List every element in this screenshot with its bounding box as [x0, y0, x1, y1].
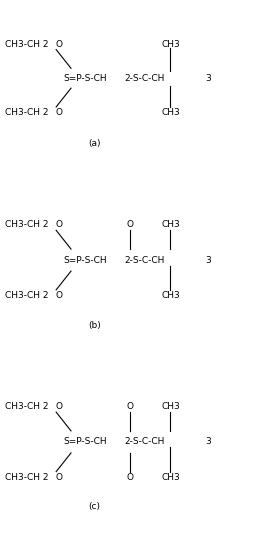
- Text: 3: 3: [206, 74, 211, 83]
- Text: CH3-CH 2: CH3-CH 2: [5, 291, 49, 300]
- Text: CH3: CH3: [162, 291, 181, 300]
- Text: CH3-CH 2: CH3-CH 2: [5, 40, 49, 48]
- Text: CH3: CH3: [162, 40, 181, 48]
- Text: CH3: CH3: [162, 473, 181, 482]
- Text: 2-S-C-CH: 2-S-C-CH: [124, 437, 165, 446]
- Text: CH3-CH 2: CH3-CH 2: [5, 473, 49, 482]
- Text: CH3: CH3: [162, 402, 181, 411]
- Text: 2-S-C-CH: 2-S-C-CH: [124, 256, 165, 264]
- Text: 2-S-C-CH: 2-S-C-CH: [124, 74, 165, 83]
- Text: O: O: [127, 402, 134, 411]
- Text: 3: 3: [206, 437, 211, 446]
- Text: (c): (c): [89, 503, 100, 511]
- Text: O: O: [55, 291, 62, 300]
- Text: CH3-CH 2: CH3-CH 2: [5, 108, 49, 117]
- Text: CH3-CH 2: CH3-CH 2: [5, 402, 49, 411]
- Text: S=P-S-CH: S=P-S-CH: [63, 256, 107, 264]
- Text: S=P-S-CH: S=P-S-CH: [63, 437, 107, 446]
- Text: CH3-CH 2: CH3-CH 2: [5, 220, 49, 229]
- Text: O: O: [127, 220, 134, 229]
- Text: O: O: [55, 473, 62, 482]
- Text: O: O: [127, 473, 134, 482]
- Text: (a): (a): [88, 139, 101, 148]
- Text: (b): (b): [88, 321, 101, 329]
- Text: O: O: [55, 402, 62, 411]
- Text: O: O: [55, 108, 62, 117]
- Text: O: O: [55, 40, 62, 48]
- Text: S=P-S-CH: S=P-S-CH: [63, 74, 107, 83]
- Text: 3: 3: [206, 256, 211, 264]
- Text: O: O: [55, 220, 62, 229]
- Text: CH3: CH3: [162, 108, 181, 117]
- Text: CH3: CH3: [162, 220, 181, 229]
